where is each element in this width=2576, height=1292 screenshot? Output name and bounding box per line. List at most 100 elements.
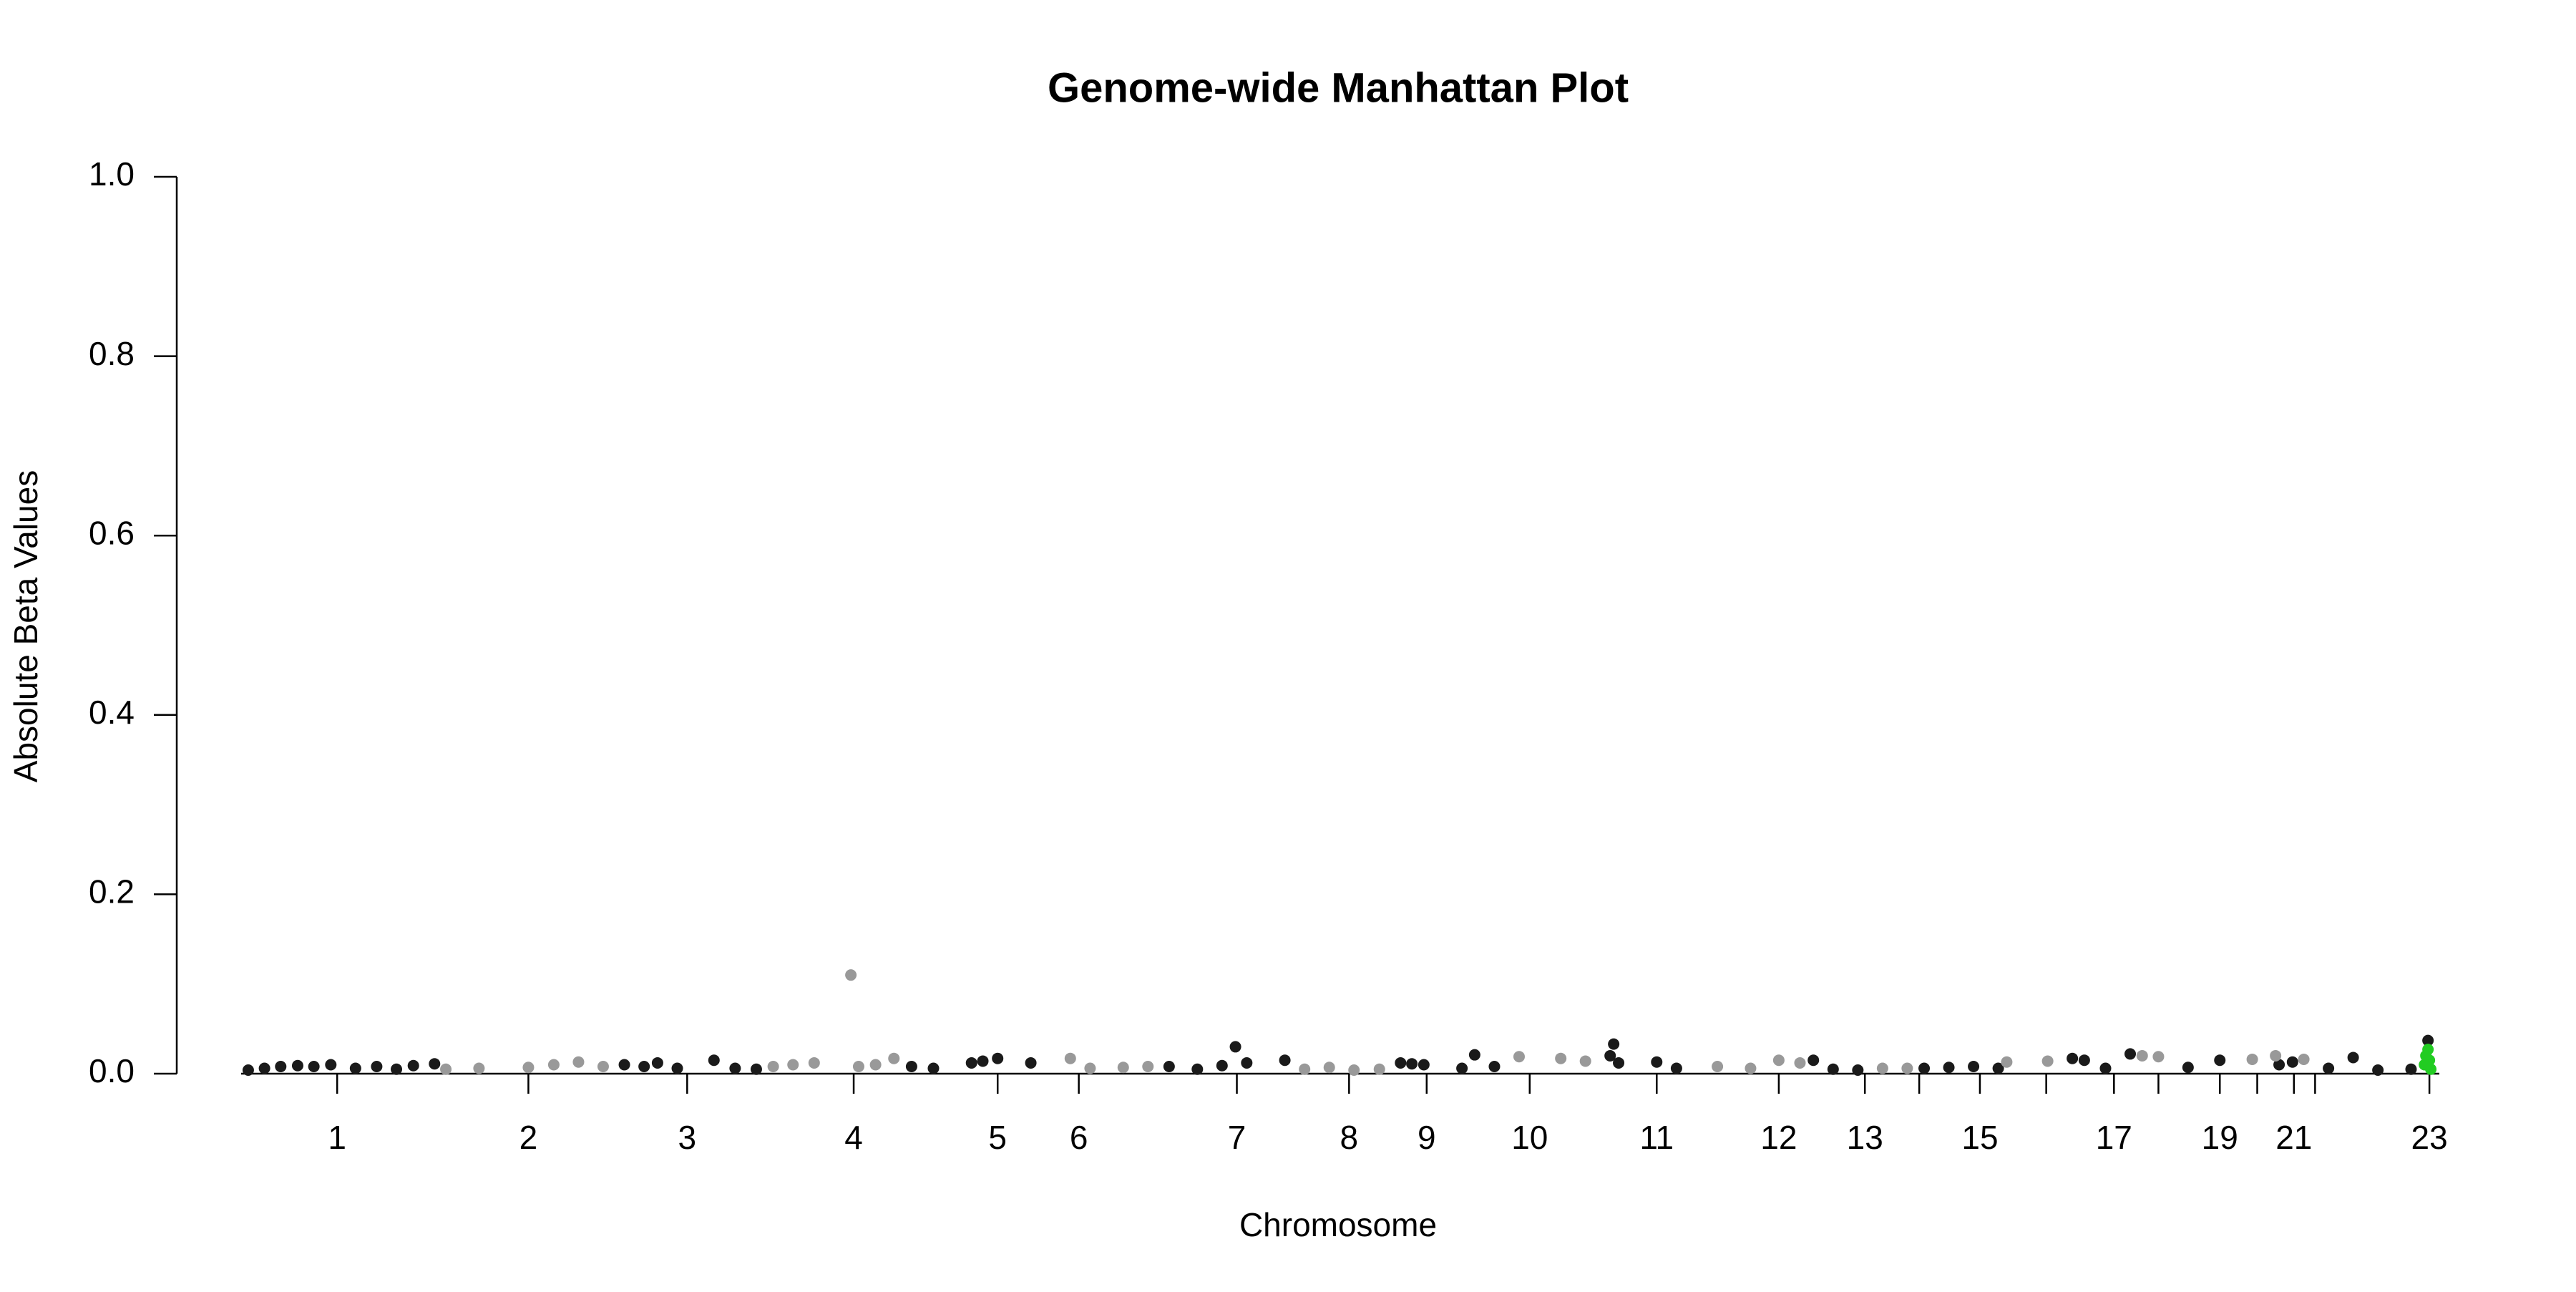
data-point	[572, 1056, 585, 1068]
x-tick-label: 5	[988, 1119, 1007, 1156]
data-point	[729, 1062, 741, 1074]
data-point	[1348, 1064, 1360, 1076]
x-tick-label: 17	[2096, 1119, 2132, 1156]
data-point	[1468, 1049, 1480, 1061]
data-point	[1216, 1059, 1228, 1072]
data-point	[905, 1060, 917, 1072]
data-point	[977, 1055, 989, 1067]
data-point	[1968, 1060, 1980, 1072]
x-tick-label: 11	[1639, 1119, 1674, 1156]
data-point	[1943, 1062, 1955, 1074]
data-point	[2067, 1052, 2079, 1064]
data-point	[522, 1062, 535, 1074]
data-point	[2424, 1054, 2436, 1067]
x-tick-label: 1	[328, 1119, 346, 1156]
data-point	[1992, 1062, 2004, 1074]
x-tick-label: 19	[2202, 1119, 2238, 1156]
data-point	[2273, 1059, 2285, 1071]
data-point	[767, 1060, 779, 1072]
data-point	[1651, 1056, 1663, 1068]
data-point	[2124, 1048, 2136, 1060]
data-point	[2078, 1054, 2090, 1067]
data-point	[429, 1058, 441, 1070]
x-tick-label: 2	[519, 1119, 538, 1156]
data-point	[1418, 1059, 1430, 1071]
data-point	[1513, 1051, 1525, 1063]
data-point	[2298, 1053, 2310, 1065]
data-point	[708, 1054, 720, 1067]
data-point	[787, 1059, 799, 1071]
data-point	[1827, 1063, 1839, 1075]
data-point	[1229, 1041, 1241, 1053]
y-tick-label: 0.0	[89, 1052, 135, 1089]
data-point	[1163, 1060, 1175, 1072]
x-tick-label: 15	[1961, 1119, 1998, 1156]
data-point	[1670, 1062, 1682, 1074]
data-point	[371, 1060, 383, 1072]
data-point	[1901, 1062, 1913, 1074]
data-point	[2099, 1062, 2112, 1074]
data-point	[992, 1052, 1004, 1064]
x-tick-label: 4	[844, 1119, 863, 1156]
data-point	[2041, 1055, 2054, 1067]
data-point	[2422, 1044, 2434, 1056]
data-point	[1117, 1062, 1129, 1074]
data-point	[325, 1059, 337, 1071]
data-point	[1191, 1063, 1204, 1075]
data-point	[2270, 1049, 2282, 1062]
data-point	[1084, 1062, 1096, 1074]
data-point	[1395, 1057, 1407, 1069]
data-point	[2286, 1056, 2298, 1068]
data-point	[349, 1062, 361, 1074]
data-point	[242, 1064, 254, 1076]
data-point	[1241, 1057, 1253, 1069]
data-point	[750, 1063, 762, 1075]
data-point	[2323, 1062, 2335, 1074]
data-point	[597, 1060, 609, 1072]
data-point	[473, 1062, 485, 1074]
data-point	[638, 1060, 650, 1072]
data-point	[2347, 1051, 2359, 1064]
data-point	[1807, 1054, 1820, 1067]
data-point	[2422, 1034, 2434, 1046]
data-point	[965, 1057, 977, 1069]
data-point	[308, 1060, 320, 1072]
data-point	[2372, 1064, 2384, 1076]
data-point	[845, 969, 857, 981]
x-tick-label: 6	[1070, 1119, 1088, 1156]
y-tick-label: 0.4	[89, 694, 135, 731]
data-point	[808, 1057, 820, 1069]
data-point	[1142, 1060, 1154, 1072]
data-point	[651, 1057, 663, 1069]
data-point	[1852, 1064, 1864, 1076]
data-point	[1712, 1060, 1724, 1072]
chart-title: Genome-wide Manhattan Plot	[1048, 64, 1629, 111]
data-point	[671, 1062, 683, 1074]
data-point	[275, 1060, 287, 1072]
data-point	[1555, 1052, 1567, 1064]
data-point	[1918, 1062, 1931, 1074]
y-tick-label: 0.8	[89, 335, 135, 372]
data-point	[1456, 1062, 1468, 1074]
y-axis-label: Absolute Beta Values	[7, 470, 44, 782]
x-tick-label: 13	[1847, 1119, 1883, 1156]
x-tick-label: 7	[1228, 1119, 1246, 1156]
x-tick-label: 3	[678, 1119, 697, 1156]
data-point	[852, 1060, 864, 1072]
data-point	[1613, 1057, 1625, 1069]
data-point	[1373, 1063, 1385, 1075]
data-point	[1745, 1062, 1757, 1074]
x-tick-label: 12	[1760, 1119, 1797, 1156]
data-point	[1608, 1038, 1620, 1050]
data-point	[391, 1063, 403, 1075]
data-point	[2001, 1056, 2013, 1068]
data-point	[440, 1063, 452, 1075]
data-point	[2425, 1063, 2437, 1075]
data-point	[1876, 1062, 1888, 1074]
data-point	[2214, 1054, 2226, 1067]
x-axis-label: Chromosome	[1239, 1206, 1437, 1243]
data-point	[1299, 1063, 1311, 1075]
data-point	[407, 1059, 419, 1072]
data-point	[291, 1059, 303, 1072]
